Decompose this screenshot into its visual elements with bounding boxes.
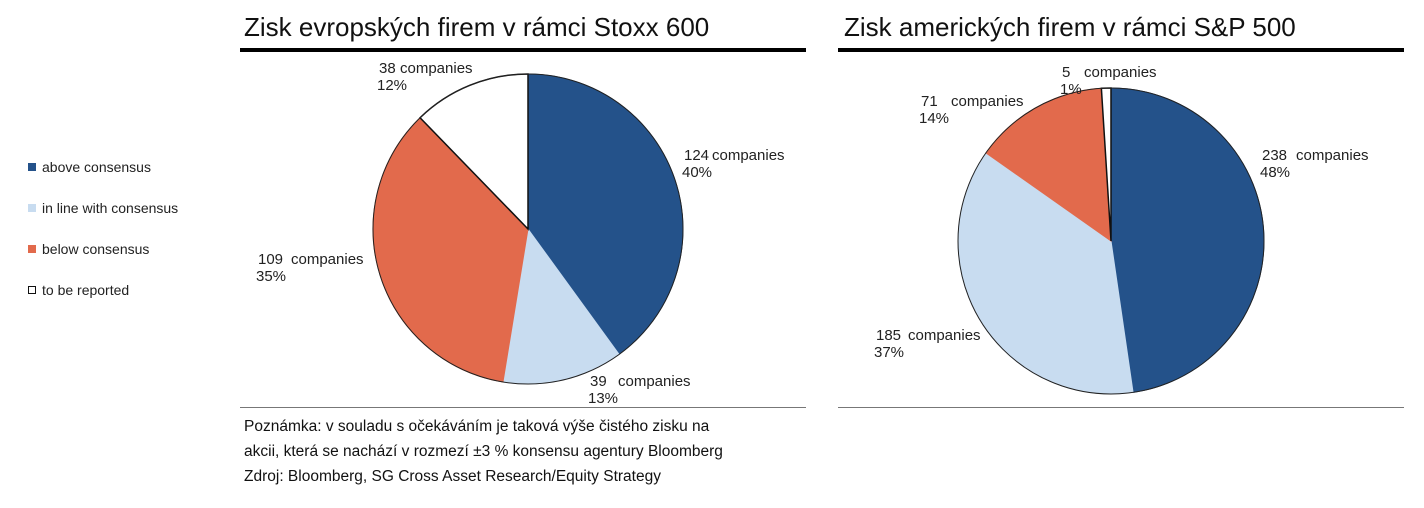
- pie-usa-label-pct-inline: 37%: [874, 344, 904, 361]
- pie-europe-label-count-reported: 38: [379, 60, 396, 77]
- legend-item-inline: in line with consensus: [28, 187, 178, 228]
- legend-item-below: below consensus: [28, 228, 178, 269]
- pie-usa-label-pct-reported: 1%: [1060, 81, 1082, 98]
- bottom-rule-usa: [838, 407, 1404, 408]
- pie-usa-label-unit-reported: companies: [1084, 64, 1157, 81]
- pie-usa-label-count-below: 71: [921, 93, 938, 110]
- pie-europe-label-count-below: 109: [258, 251, 283, 268]
- pie-europe-label-pct-reported: 12%: [377, 77, 407, 94]
- legend-label-above: above consensus: [42, 158, 151, 175]
- pie-usa-label-unit-inline: companies: [908, 327, 981, 344]
- legend-item-above: above consensus: [28, 146, 178, 187]
- note-line-3: Zdroj: Bloomberg, SG Cross Asset Researc…: [244, 468, 661, 485]
- legend: above consensus in line with consensus b…: [28, 146, 178, 310]
- pie-europe-label-count-above: 124: [684, 147, 709, 164]
- note-line-1: Poznámka: v souladu s očekáváním je tako…: [244, 418, 710, 435]
- legend-swatch-reported: [28, 285, 36, 294]
- legend-label-below: below consensus: [42, 240, 150, 257]
- legend-swatch-above: [28, 162, 36, 171]
- pie-usa-label-count-reported: 5: [1062, 64, 1070, 81]
- pie-usa-label-count-inline: 185: [876, 327, 901, 344]
- pie-usa-label-count-above: 238: [1262, 147, 1287, 164]
- legend-item-reported: to be reported: [28, 269, 178, 310]
- pie-usa-label-pct-below: 14%: [919, 110, 949, 127]
- pie-europe-label-unit-reported: companies: [400, 60, 473, 77]
- note-line-2: akcii, která se nachází v rozmezí ±3 % k…: [244, 443, 723, 460]
- bottom-rule-europe: [240, 407, 806, 408]
- pie-europe-label-unit-below: companies: [291, 251, 364, 268]
- pie-usa-label-pct-above: 48%: [1260, 164, 1290, 181]
- legend-label-inline: in line with consensus: [42, 199, 179, 216]
- pie-usa-outline: [957, 87, 1265, 395]
- pie-usa-label-unit-below: companies: [951, 93, 1024, 110]
- pie-europe-outline: [372, 73, 684, 385]
- legend-swatch-below: [28, 244, 36, 253]
- pie-europe-label-count-inline: 39: [590, 373, 607, 390]
- pie-usa-slice-above: [1110, 87, 1265, 393]
- title-rule-europe: [240, 48, 806, 52]
- pie-europe-label-pct-inline: 13%: [588, 390, 618, 407]
- pie-europe-label-pct-below: 35%: [256, 268, 286, 285]
- chart-title-europe: Zisk evropských firem v rámci Stoxx 600: [244, 12, 710, 42]
- pie-europe-label-unit-inline: companies: [618, 373, 691, 390]
- legend-label-reported: to be reported: [42, 281, 130, 298]
- pie-usa-label-unit-above: companies: [1296, 147, 1369, 164]
- pie-europe-label-unit-above: companies: [712, 147, 785, 164]
- title-rule-usa: [838, 48, 1404, 52]
- pie-europe-label-pct-above: 40%: [682, 164, 712, 181]
- legend-swatch-inline: [28, 203, 36, 212]
- chart-note: Poznámka: v souladu s očekáváním je tako…: [244, 414, 723, 489]
- chart-title-usa: Zisk amerických firem v rámci S&P 500: [844, 12, 1296, 42]
